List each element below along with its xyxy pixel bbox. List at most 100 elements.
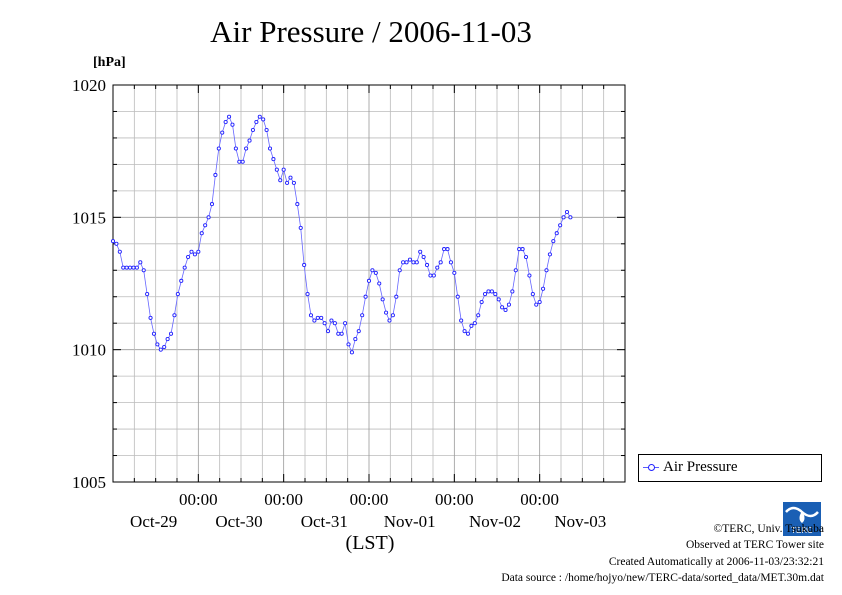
data-point — [329, 318, 334, 323]
ticks — [113, 84, 625, 483]
data-point — [401, 260, 406, 265]
data-point — [114, 241, 119, 246]
legend-label: Air Pressure — [663, 459, 738, 475]
y-tick-label: 1010 — [72, 341, 106, 360]
data-point — [247, 138, 252, 143]
data-point — [469, 323, 474, 328]
data-point — [517, 247, 522, 252]
x-tick-time-label: 00:00 — [179, 490, 218, 509]
legend-marker-icon — [648, 464, 655, 471]
data-point — [452, 270, 457, 275]
data-point — [288, 175, 293, 180]
data-point — [445, 247, 450, 252]
chart-title: Air Pressure / 2006-11-03 — [210, 14, 532, 49]
terc-logo: TERC — [783, 502, 821, 536]
data-point — [387, 318, 392, 323]
data-point — [349, 350, 354, 355]
x-date-label: Nov-02 — [469, 512, 521, 531]
data-point — [527, 273, 532, 278]
tick-labels: 1005 1010 1015 1020 00:00 00:00 00:00 00:00 00:0… — [72, 76, 606, 531]
data-point — [182, 265, 187, 270]
data-point — [233, 146, 238, 151]
data-point — [332, 321, 337, 326]
data-point — [493, 292, 498, 297]
data-point — [213, 172, 218, 178]
data-point — [503, 307, 508, 313]
data-point — [179, 278, 184, 283]
data-point — [547, 252, 552, 257]
data-point — [250, 127, 255, 133]
data-point — [124, 265, 129, 270]
data-point — [267, 146, 273, 151]
data-point — [510, 289, 515, 294]
x-tick-time-label: 00:00 — [435, 490, 474, 509]
data-point — [380, 297, 385, 302]
data-point — [459, 318, 464, 323]
x-date-label: Oct-29 — [130, 512, 177, 531]
data-point — [257, 114, 262, 119]
data-point — [520, 247, 525, 252]
y-tick-label: 1020 — [72, 76, 106, 95]
data-point — [295, 202, 300, 207]
data-point — [237, 159, 242, 164]
data-point — [230, 122, 235, 127]
data-point — [322, 321, 327, 326]
data-point — [496, 297, 501, 302]
logo-text: TERC — [791, 526, 813, 535]
data-point — [302, 262, 307, 268]
data-point — [534, 302, 539, 307]
data-point — [285, 180, 290, 185]
y-axis-unit: [hPa] — [93, 55, 126, 70]
data-point — [271, 157, 276, 162]
data-point — [138, 260, 143, 265]
data-point — [165, 337, 170, 342]
logo-drop-icon — [799, 511, 805, 523]
data-point — [472, 321, 477, 326]
data-point — [397, 268, 402, 273]
data-point — [462, 329, 467, 334]
data-point — [384, 310, 389, 315]
data-point — [216, 146, 221, 151]
data-point — [435, 265, 440, 270]
x-axis-label: (LST) — [345, 532, 395, 554]
data-point — [206, 215, 211, 220]
data-point — [476, 313, 481, 318]
data-point — [343, 321, 348, 326]
data-point — [561, 215, 566, 220]
data-point — [428, 273, 433, 278]
data-point — [377, 281, 382, 286]
data-point — [544, 268, 549, 273]
credit-source: Data source : /home/hojyo/new/TERC-data/… — [501, 572, 824, 584]
data-point — [240, 159, 245, 164]
grid — [113, 85, 625, 482]
data-point — [530, 292, 535, 297]
data-point — [489, 289, 494, 294]
data-point — [554, 231, 559, 236]
data-point — [407, 257, 413, 262]
data-point — [394, 294, 399, 299]
data-point — [325, 329, 331, 334]
data-point — [162, 344, 167, 350]
data-point — [141, 268, 146, 273]
data-point — [172, 313, 177, 318]
data-point — [134, 265, 139, 270]
data-point — [308, 313, 314, 318]
data-point — [227, 114, 232, 119]
data-point — [363, 294, 368, 299]
data-point — [390, 313, 395, 318]
x-date-label: Oct-30 — [215, 512, 262, 531]
data-point — [175, 292, 180, 297]
data-point — [186, 254, 191, 260]
data-point — [281, 167, 286, 172]
legend: Air Pressure — [638, 454, 822, 482]
data-point — [315, 315, 320, 320]
data-point — [209, 202, 215, 207]
data-point — [203, 223, 208, 228]
data-point — [356, 329, 361, 334]
data-point — [155, 342, 160, 347]
data-point — [506, 302, 511, 307]
x-tick-time-label: 00:00 — [264, 490, 303, 509]
credit-created: Created Automatically at 2006-11-03/23:3… — [608, 556, 824, 568]
data-point — [424, 262, 430, 268]
x-tick-time-label: 00:00 — [520, 490, 559, 509]
